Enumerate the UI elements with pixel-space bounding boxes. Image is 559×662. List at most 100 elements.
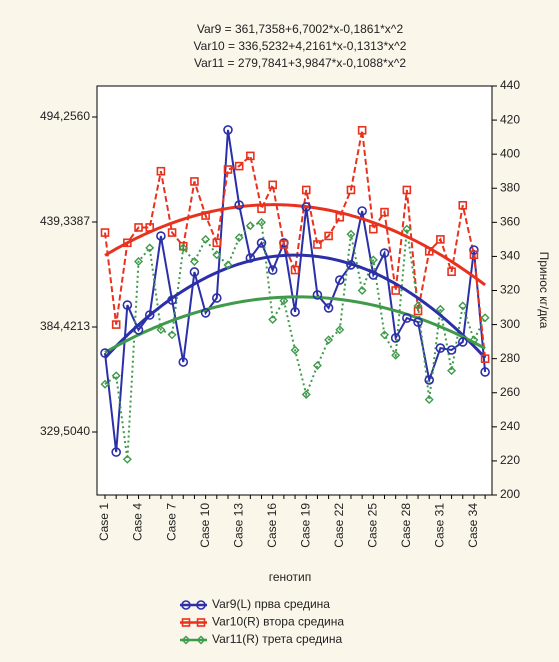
point: [223, 260, 233, 270]
point: [380, 207, 389, 217]
point: [391, 286, 400, 295]
x-axis-label: генотип: [269, 570, 312, 584]
point: [290, 345, 300, 355]
legend-marker: [196, 635, 206, 645]
point: [447, 366, 457, 376]
point: [156, 325, 166, 335]
point: [111, 371, 121, 381]
y2-tick-label: 240: [500, 419, 520, 433]
y-tick-label: 439,3387: [40, 214, 90, 228]
point: [379, 248, 390, 258]
point: [234, 161, 244, 171]
x-tick-label: Case 19: [298, 503, 312, 548]
point: [268, 180, 278, 190]
y2-axis-label: Принос кг/дка: [537, 252, 551, 329]
point: [413, 317, 423, 327]
point: [246, 151, 255, 161]
point: [312, 360, 322, 370]
legend-marker: [196, 600, 206, 610]
point: [201, 211, 210, 220]
y-tick-label: 384,4213: [40, 319, 90, 333]
point: [245, 221, 255, 231]
point: [189, 267, 200, 277]
legend-marker: [181, 635, 191, 645]
point: [368, 255, 378, 265]
point: [301, 389, 311, 399]
y2-tick-label: 260: [500, 385, 520, 399]
point: [312, 290, 323, 300]
point: [267, 265, 278, 275]
legend-label: Var10(R) втора средина: [212, 615, 344, 629]
point: [212, 238, 222, 248]
point: [424, 395, 434, 405]
point: [257, 204, 266, 213]
point: [178, 243, 188, 253]
point: [357, 286, 367, 295]
point: [223, 125, 233, 135]
point: [323, 303, 334, 313]
x-tick-label: Case 7: [164, 503, 178, 541]
point: [447, 267, 456, 277]
point: [144, 310, 155, 320]
x-tick-label: Case 1: [97, 503, 111, 541]
point: [190, 177, 199, 186]
point: [301, 185, 311, 195]
point: [234, 233, 244, 243]
point: [324, 231, 333, 241]
y2-tick-label: 360: [500, 215, 520, 229]
point: [100, 379, 110, 389]
point: [335, 325, 345, 335]
y2-tick-label: 440: [500, 78, 520, 92]
x-tick-label: Case 13: [231, 503, 245, 548]
x-tick-label: Case 4: [131, 503, 145, 541]
point: [189, 257, 199, 267]
point: [167, 295, 177, 305]
point: [391, 350, 401, 360]
x-tick-label: Case 34: [466, 503, 480, 548]
point: [469, 250, 479, 260]
point: [133, 325, 144, 335]
point: [223, 165, 233, 174]
point: [335, 212, 345, 222]
point: [156, 166, 166, 176]
point: [100, 348, 110, 358]
point: [167, 330, 177, 340]
x-tick-label: Case 31: [433, 503, 447, 548]
point: [111, 320, 121, 329]
point: [334, 275, 345, 285]
point: [346, 229, 356, 239]
point: [100, 228, 110, 237]
point: [402, 224, 412, 234]
equation: Var9 = 361,7358+6,7002*x-0,1861*x^2: [197, 22, 404, 36]
x-tick-label: Case 16: [265, 503, 279, 548]
point: [413, 306, 423, 316]
point: [436, 235, 445, 244]
point: [458, 301, 468, 311]
equation: Var10 = 336,5232+4,2161*x-0,1313*x^2: [194, 39, 407, 53]
y2-tick-label: 380: [500, 180, 520, 194]
y2-tick-label: 300: [500, 317, 520, 331]
x-tick-label: Case 28: [399, 503, 413, 548]
point: [279, 240, 289, 249]
y2-tick-label: 200: [500, 487, 520, 501]
point: [480, 354, 490, 363]
point: [178, 357, 189, 367]
point: [245, 253, 256, 263]
y2-tick-label: 340: [500, 249, 520, 263]
point: [469, 245, 479, 255]
point: [212, 293, 222, 303]
point: [279, 296, 289, 306]
x-tick-label: Case 22: [332, 503, 346, 548]
point: [446, 345, 457, 355]
y2-tick-label: 220: [500, 453, 520, 467]
series-line: [104, 130, 487, 359]
point: [156, 231, 166, 241]
legend-marker: [181, 600, 191, 610]
point: [290, 265, 300, 275]
point: [122, 300, 133, 310]
point: [123, 238, 132, 248]
y2-tick-label: 280: [500, 351, 520, 365]
point: [167, 228, 177, 237]
point: [257, 217, 267, 227]
